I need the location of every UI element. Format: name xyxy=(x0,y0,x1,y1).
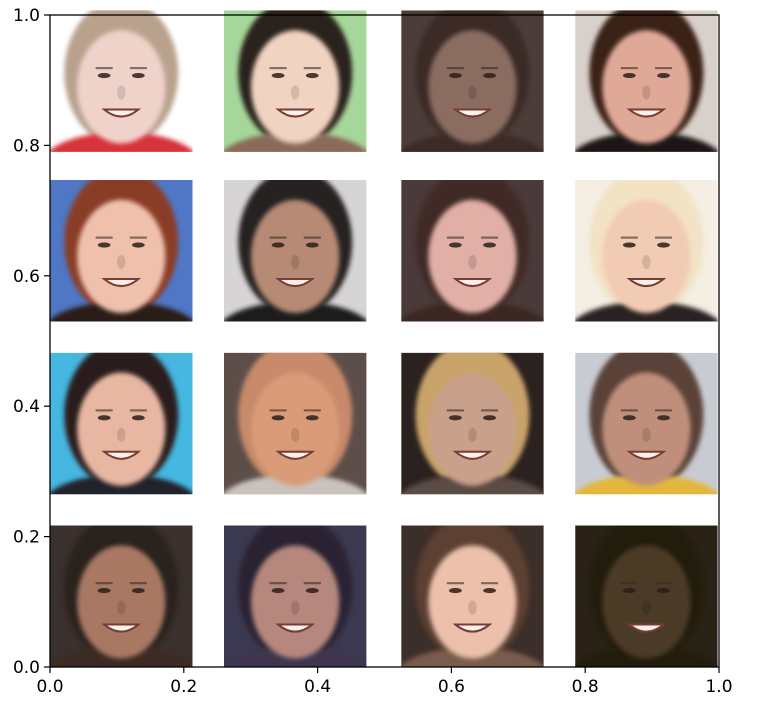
face-image-16 xyxy=(575,525,718,667)
face-image-15 xyxy=(401,525,544,667)
y-tick-label: 0.8 xyxy=(13,136,40,156)
y-tick-label: 1.0 xyxy=(13,6,40,26)
face-image-6 xyxy=(223,179,367,322)
x-tick-label: 1.0 xyxy=(705,677,732,697)
face-image-7 xyxy=(401,179,544,322)
face-image-2 xyxy=(223,10,367,152)
face-image-8 xyxy=(575,179,718,322)
face-image-14 xyxy=(223,525,367,667)
y-tick-label: 0.6 xyxy=(13,267,40,287)
y-tick-label: 0.4 xyxy=(13,397,40,417)
face-image-12 xyxy=(575,352,718,495)
axis-ticks: 0.0 0.2 0.4 0.6 0.8 1.0 0.0 0.2 0.4 0.6 0.8 1.0 xyxy=(13,6,733,697)
face-image-9 xyxy=(50,352,193,495)
face-image-11 xyxy=(401,352,544,495)
face-image-4 xyxy=(575,10,718,152)
x-tick-label: 0.6 xyxy=(438,677,465,697)
axes-frame xyxy=(49,14,720,668)
face-image-1 xyxy=(50,10,193,152)
face-image-10 xyxy=(223,352,367,495)
x-tick-label: 0.4 xyxy=(304,677,331,697)
face-image-13 xyxy=(50,525,193,667)
image-cells xyxy=(50,10,718,667)
x-tick-label: 0.0 xyxy=(36,677,63,697)
y-tick-label: 0.0 xyxy=(13,658,40,678)
face-image-5 xyxy=(50,179,193,322)
x-tick-label: 0.2 xyxy=(170,677,197,697)
face-image-3 xyxy=(401,10,544,152)
y-tick-label: 0.2 xyxy=(13,528,40,548)
x-tick-label: 0.8 xyxy=(572,677,599,697)
